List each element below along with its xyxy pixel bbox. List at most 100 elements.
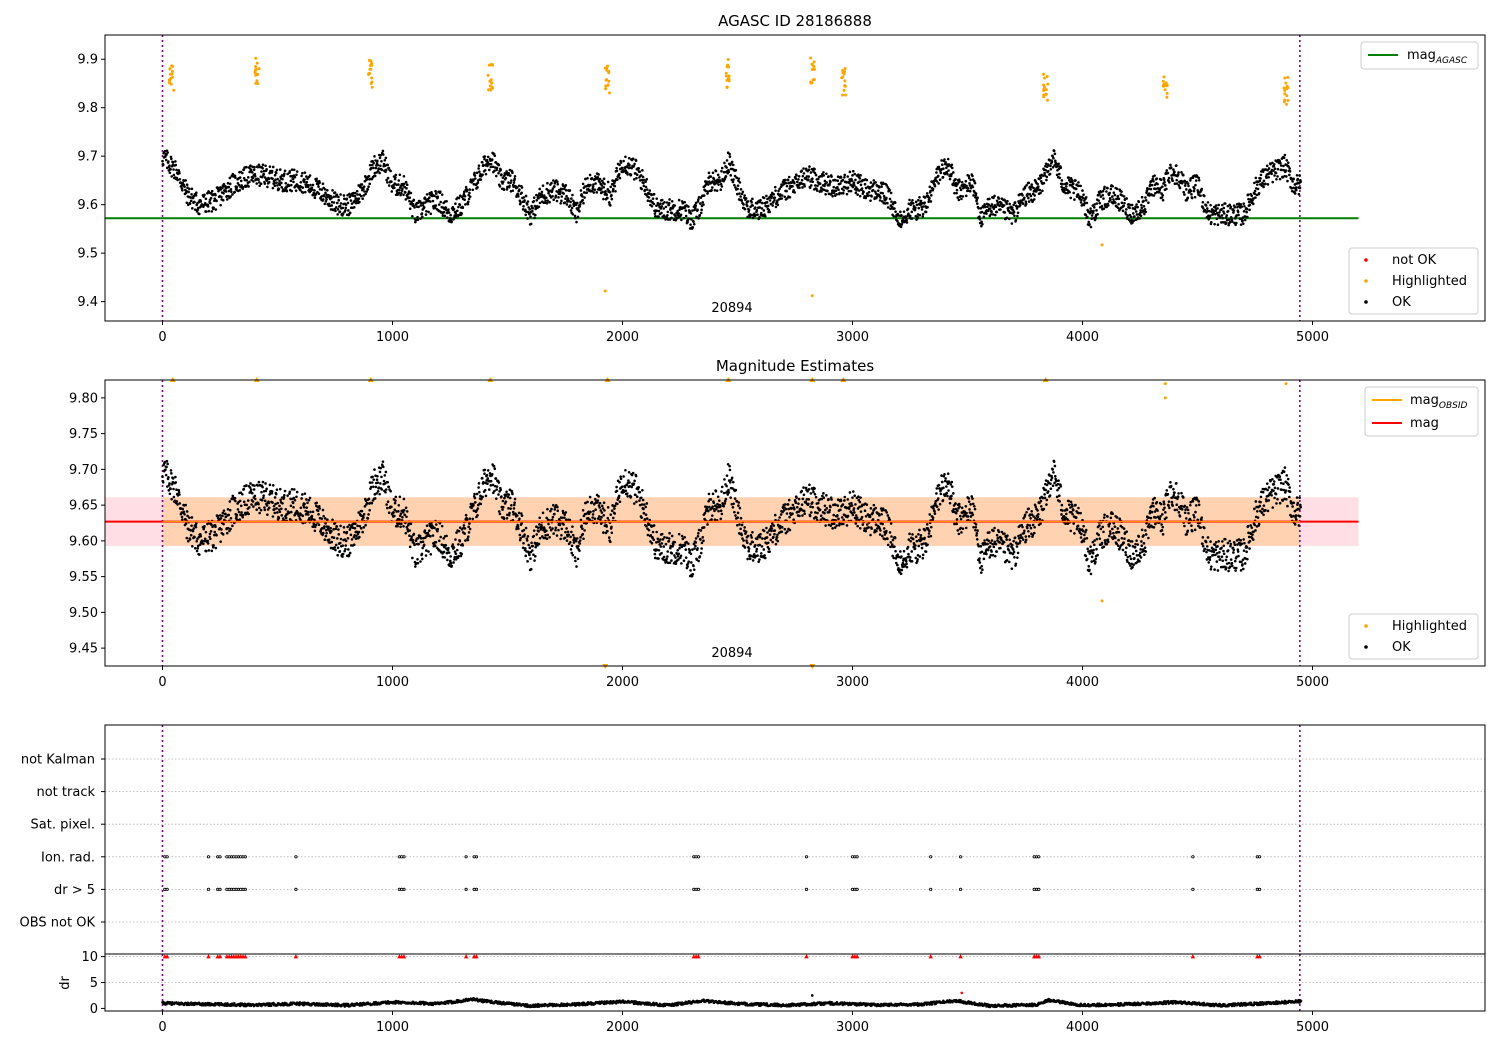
ok-point: [1117, 197, 1121, 201]
ok-point: [1043, 171, 1046, 175]
ok-point: [641, 488, 644, 492]
ok-point: [483, 155, 487, 158]
ok-point: [809, 184, 813, 187]
ok-point: [304, 509, 307, 513]
ok-point: [289, 179, 293, 183]
ok-point: [613, 184, 617, 188]
ok-point: [533, 213, 537, 217]
ok-point: [471, 188, 475, 192]
highlighted-point: [841, 75, 845, 79]
ok-point: [1224, 216, 1228, 219]
ok-point: [935, 171, 938, 174]
ok-point: [284, 187, 288, 191]
ok-point: [221, 186, 224, 189]
ok-point: [642, 511, 646, 515]
ok-point: [992, 196, 995, 200]
ok-point: [571, 533, 575, 537]
ok-point: [313, 518, 316, 522]
ok-point: [640, 187, 643, 191]
ok-point: [276, 511, 279, 514]
ok-point: [227, 513, 231, 517]
highlighted-point: [810, 62, 814, 66]
ok-point: [194, 194, 198, 197]
ok-point: [791, 184, 794, 188]
ok-point: [642, 184, 646, 188]
ok-point: [427, 210, 430, 214]
ok-point: [287, 511, 291, 515]
ok-point: [703, 511, 707, 515]
ok-point: [572, 541, 576, 544]
ok-point: [421, 215, 424, 219]
ok-point: [468, 188, 472, 191]
ok-point: [664, 205, 668, 209]
ok-point: [1227, 218, 1231, 221]
ok-point: [376, 159, 379, 163]
ok-point: [509, 181, 512, 185]
ok-point: [768, 199, 772, 202]
ok-point: [226, 507, 230, 511]
ok-point: [227, 189, 231, 193]
ok-point: [577, 544, 580, 548]
ok-point: [531, 549, 534, 552]
ok-point: [292, 505, 295, 509]
ok-point: [843, 173, 847, 177]
ok-point: [1002, 204, 1006, 207]
ok-point: [302, 505, 306, 509]
ok-point: [538, 536, 542, 540]
ok-point: [404, 198, 408, 201]
ok-point: [776, 199, 779, 202]
x-tick-label: 3000: [836, 330, 869, 345]
ok-point: [847, 189, 851, 193]
ok-point: [1183, 184, 1187, 187]
ok-point: [960, 180, 964, 184]
ok-point: [329, 194, 332, 198]
ok-point: [172, 495, 176, 499]
ok-point: [274, 178, 277, 182]
ok-point: [1239, 202, 1243, 206]
ok-point: [725, 166, 728, 169]
ok-point: [679, 213, 683, 217]
ok-point: [923, 201, 926, 204]
ok-point: [174, 160, 177, 163]
ok-point: [500, 495, 503, 498]
highlighted-point: [1045, 75, 1049, 79]
ok-point: [982, 215, 986, 219]
ok-point: [624, 155, 627, 159]
ok-point: [792, 188, 795, 192]
ok-point: [439, 200, 443, 204]
ok-point: [550, 507, 553, 511]
ok-point: [228, 529, 231, 533]
highlighted-point: [1283, 76, 1287, 80]
ok-point: [515, 186, 519, 189]
ok-point: [1012, 210, 1016, 214]
ok-point: [278, 179, 281, 183]
ok-point: [209, 201, 212, 205]
ok-point: [497, 481, 501, 484]
ok-point: [919, 199, 923, 203]
ok-point: [1013, 214, 1016, 218]
ok-point: [263, 176, 267, 179]
ok-point: [455, 531, 458, 534]
ok-point: [209, 537, 212, 541]
ok-point: [929, 189, 932, 193]
ok-point: [820, 190, 823, 193]
ok-point: [294, 189, 298, 192]
ok-point: [1265, 176, 1268, 180]
ok-point: [1258, 179, 1262, 183]
ok-point: [707, 171, 711, 175]
ok-point: [305, 180, 309, 184]
ok-point: [540, 190, 544, 194]
ok-point: [677, 532, 681, 536]
ok-point: [529, 215, 532, 219]
ok-point: [170, 175, 173, 178]
ok-point: [1093, 203, 1096, 206]
ok-point: [196, 546, 200, 550]
ok-point: [419, 201, 423, 205]
ok-point: [290, 189, 293, 193]
ok-point: [660, 198, 664, 202]
ok-point: [938, 178, 942, 182]
ok-point: [281, 177, 284, 181]
ok-point: [451, 205, 455, 209]
ok-point: [283, 169, 287, 173]
ok-point: [513, 497, 517, 501]
